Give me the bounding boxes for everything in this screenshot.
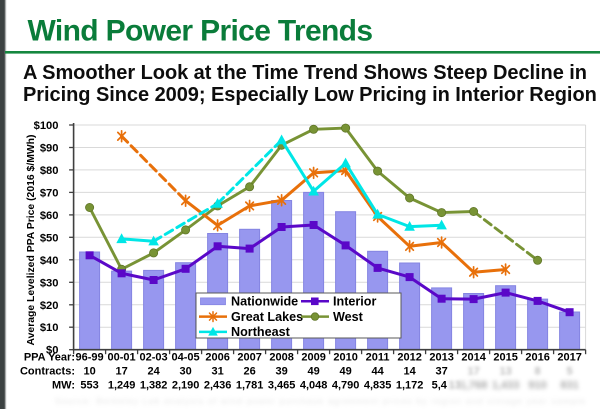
svg-text:31: 31 — [211, 365, 223, 377]
svg-text:44: 44 — [371, 365, 384, 377]
svg-text:Great Lakes: Great Lakes — [231, 310, 303, 324]
svg-text:02-03: 02-03 — [140, 352, 168, 364]
svg-text:5,4: 5,4 — [432, 379, 448, 391]
svg-text:2014: 2014 — [461, 352, 486, 364]
svg-text:PPA Year:: PPA Year: — [24, 352, 75, 364]
svg-text:$80: $80 — [40, 165, 59, 177]
svg-text:2,190: 2,190 — [172, 379, 200, 391]
svg-text:49: 49 — [307, 365, 319, 377]
svg-text:4,048: 4,048 — [300, 379, 328, 391]
svg-text:14: 14 — [403, 365, 416, 377]
svg-text:2011: 2011 — [366, 352, 390, 364]
svg-text:Northeast: Northeast — [231, 325, 291, 339]
svg-text:Average Levelized PPA Price (2: Average Levelized PPA Price (2016 $/MWh) — [26, 135, 37, 346]
svg-text:831: 831 — [560, 379, 578, 391]
svg-text:13: 13 — [499, 365, 511, 377]
svg-text:49: 49 — [339, 365, 351, 377]
svg-text:$30: $30 — [40, 277, 59, 289]
svg-text:Pricing Since 2009; Especially: Pricing Since 2009; Especially Low Prici… — [23, 84, 597, 106]
svg-text:2017: 2017 — [557, 352, 581, 364]
svg-text:2006: 2006 — [205, 352, 229, 364]
svg-text:1,382: 1,382 — [140, 379, 168, 391]
svg-text:1,781: 1,781 — [236, 379, 264, 391]
svg-text:04-05: 04-05 — [172, 352, 200, 364]
svg-text:Nationwide: Nationwide — [231, 295, 298, 309]
svg-text:30: 30 — [179, 365, 191, 377]
svg-text:26: 26 — [243, 365, 255, 377]
svg-text:1,768: 1,768 — [460, 379, 488, 391]
svg-text:$20: $20 — [40, 300, 59, 312]
svg-text:8: 8 — [535, 365, 541, 377]
svg-text:24: 24 — [147, 365, 160, 377]
svg-text:$100: $100 — [34, 120, 59, 132]
svg-text:$50: $50 — [40, 232, 59, 244]
svg-text:1,172: 1,172 — [396, 379, 424, 391]
svg-text:5: 5 — [567, 365, 573, 377]
svg-text:Wind Power Price Trends: Wind Power Price Trends — [28, 15, 373, 48]
svg-text:$70: $70 — [40, 187, 59, 199]
svg-text:Source: Berkeley Lab analysis: Source: Berkeley Lab analysis of wind po… — [55, 396, 585, 406]
svg-text:910: 910 — [528, 379, 546, 391]
svg-text:2008: 2008 — [269, 352, 293, 364]
svg-text:96-99: 96-99 — [76, 352, 104, 364]
svg-text:553: 553 — [80, 379, 98, 391]
svg-text:2016: 2016 — [525, 352, 549, 364]
svg-text:MW:: MW: — [52, 379, 75, 391]
svg-text:Interior: Interior — [333, 295, 376, 309]
svg-text:$10: $10 — [40, 322, 59, 334]
svg-text:2,436: 2,436 — [204, 379, 232, 391]
svg-text:3,465: 3,465 — [268, 379, 296, 391]
svg-text:2012: 2012 — [397, 352, 421, 364]
svg-text:17: 17 — [115, 365, 127, 377]
svg-text:2009: 2009 — [301, 352, 325, 364]
svg-text:2013: 2013 — [429, 352, 453, 364]
svg-text:2010: 2010 — [333, 352, 357, 364]
svg-text:$90: $90 — [40, 143, 59, 155]
svg-text:Contracts:: Contracts: — [20, 365, 75, 377]
svg-text:2015: 2015 — [493, 352, 517, 364]
svg-text:17: 17 — [467, 365, 479, 377]
svg-text:4,835: 4,835 — [364, 379, 392, 391]
svg-text:$60: $60 — [40, 210, 59, 222]
svg-text:1,249: 1,249 — [108, 379, 136, 391]
svg-text:37: 37 — [435, 365, 447, 377]
svg-text:00-01: 00-01 — [108, 352, 136, 364]
svg-text:$40: $40 — [40, 255, 59, 267]
svg-text:1,433: 1,433 — [492, 379, 520, 391]
svg-text:10: 10 — [83, 365, 95, 377]
svg-text:39: 39 — [275, 365, 287, 377]
svg-text:2007: 2007 — [237, 352, 261, 364]
svg-text:13: 13 — [449, 379, 461, 391]
svg-text:$0: $0 — [46, 345, 58, 357]
svg-text:West: West — [333, 310, 364, 324]
svg-text:A Smoother Look at the Time Tr: A Smoother Look at the Time Trend Shows … — [23, 62, 587, 84]
svg-text:4,790: 4,790 — [332, 379, 360, 391]
